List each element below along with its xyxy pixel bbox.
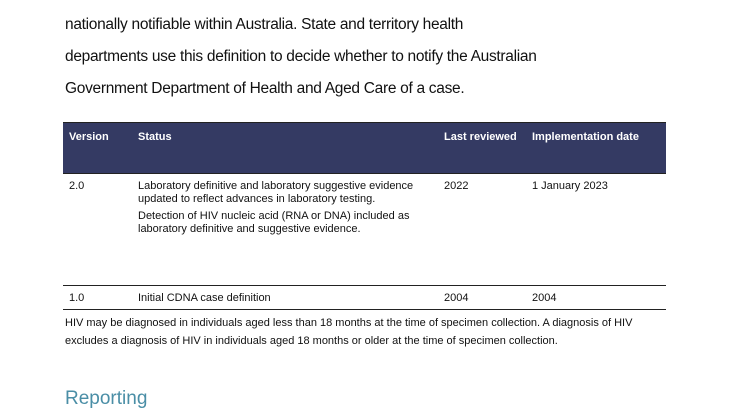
cell-version: 1.0 xyxy=(63,285,132,310)
version-history-table: Version Status Last reviewed Implementat… xyxy=(63,122,666,310)
intro-line: departments use this definition to decid… xyxy=(65,48,537,65)
cell-status: Initial CDNA case definition xyxy=(132,285,438,310)
section-heading: Reporting xyxy=(65,388,148,409)
intro-paragraph: nationally notifiable within Australia. … xyxy=(65,9,685,105)
intro-line: Government Department of Health and Aged… xyxy=(65,80,465,97)
header-last-reviewed: Last reviewed xyxy=(438,122,526,174)
cell-last-reviewed: 2022 xyxy=(438,173,526,286)
cell-implementation-date: 2004 xyxy=(526,285,666,310)
header-implementation-date: Implementation date xyxy=(526,122,666,174)
status-text: Laboratory definitive and laboratory sug… xyxy=(138,180,414,205)
cell-status: Laboratory definitive and laboratory sug… xyxy=(132,173,438,286)
header-version: Version xyxy=(63,122,132,174)
note-paragraph: HIV may be diagnosed in individuals aged… xyxy=(65,317,633,347)
intro-line: nationally notifiable within Australia. … xyxy=(65,16,464,33)
table-row: 2.0 Laboratory definitive and laboratory… xyxy=(63,173,666,286)
status-text: Detection of HIV nucleic acid (RNA or DN… xyxy=(138,210,410,235)
table-header-row: Version Status Last reviewed Implementat… xyxy=(63,122,666,174)
cell-last-reviewed: 2004 xyxy=(438,285,526,310)
cell-version: 2.0 xyxy=(63,173,132,286)
cell-implementation-date: 1 January 2023 xyxy=(526,173,666,286)
header-status: Status xyxy=(132,122,438,174)
table-row: 1.0 Initial CDNA case definition 2004 20… xyxy=(63,285,666,310)
